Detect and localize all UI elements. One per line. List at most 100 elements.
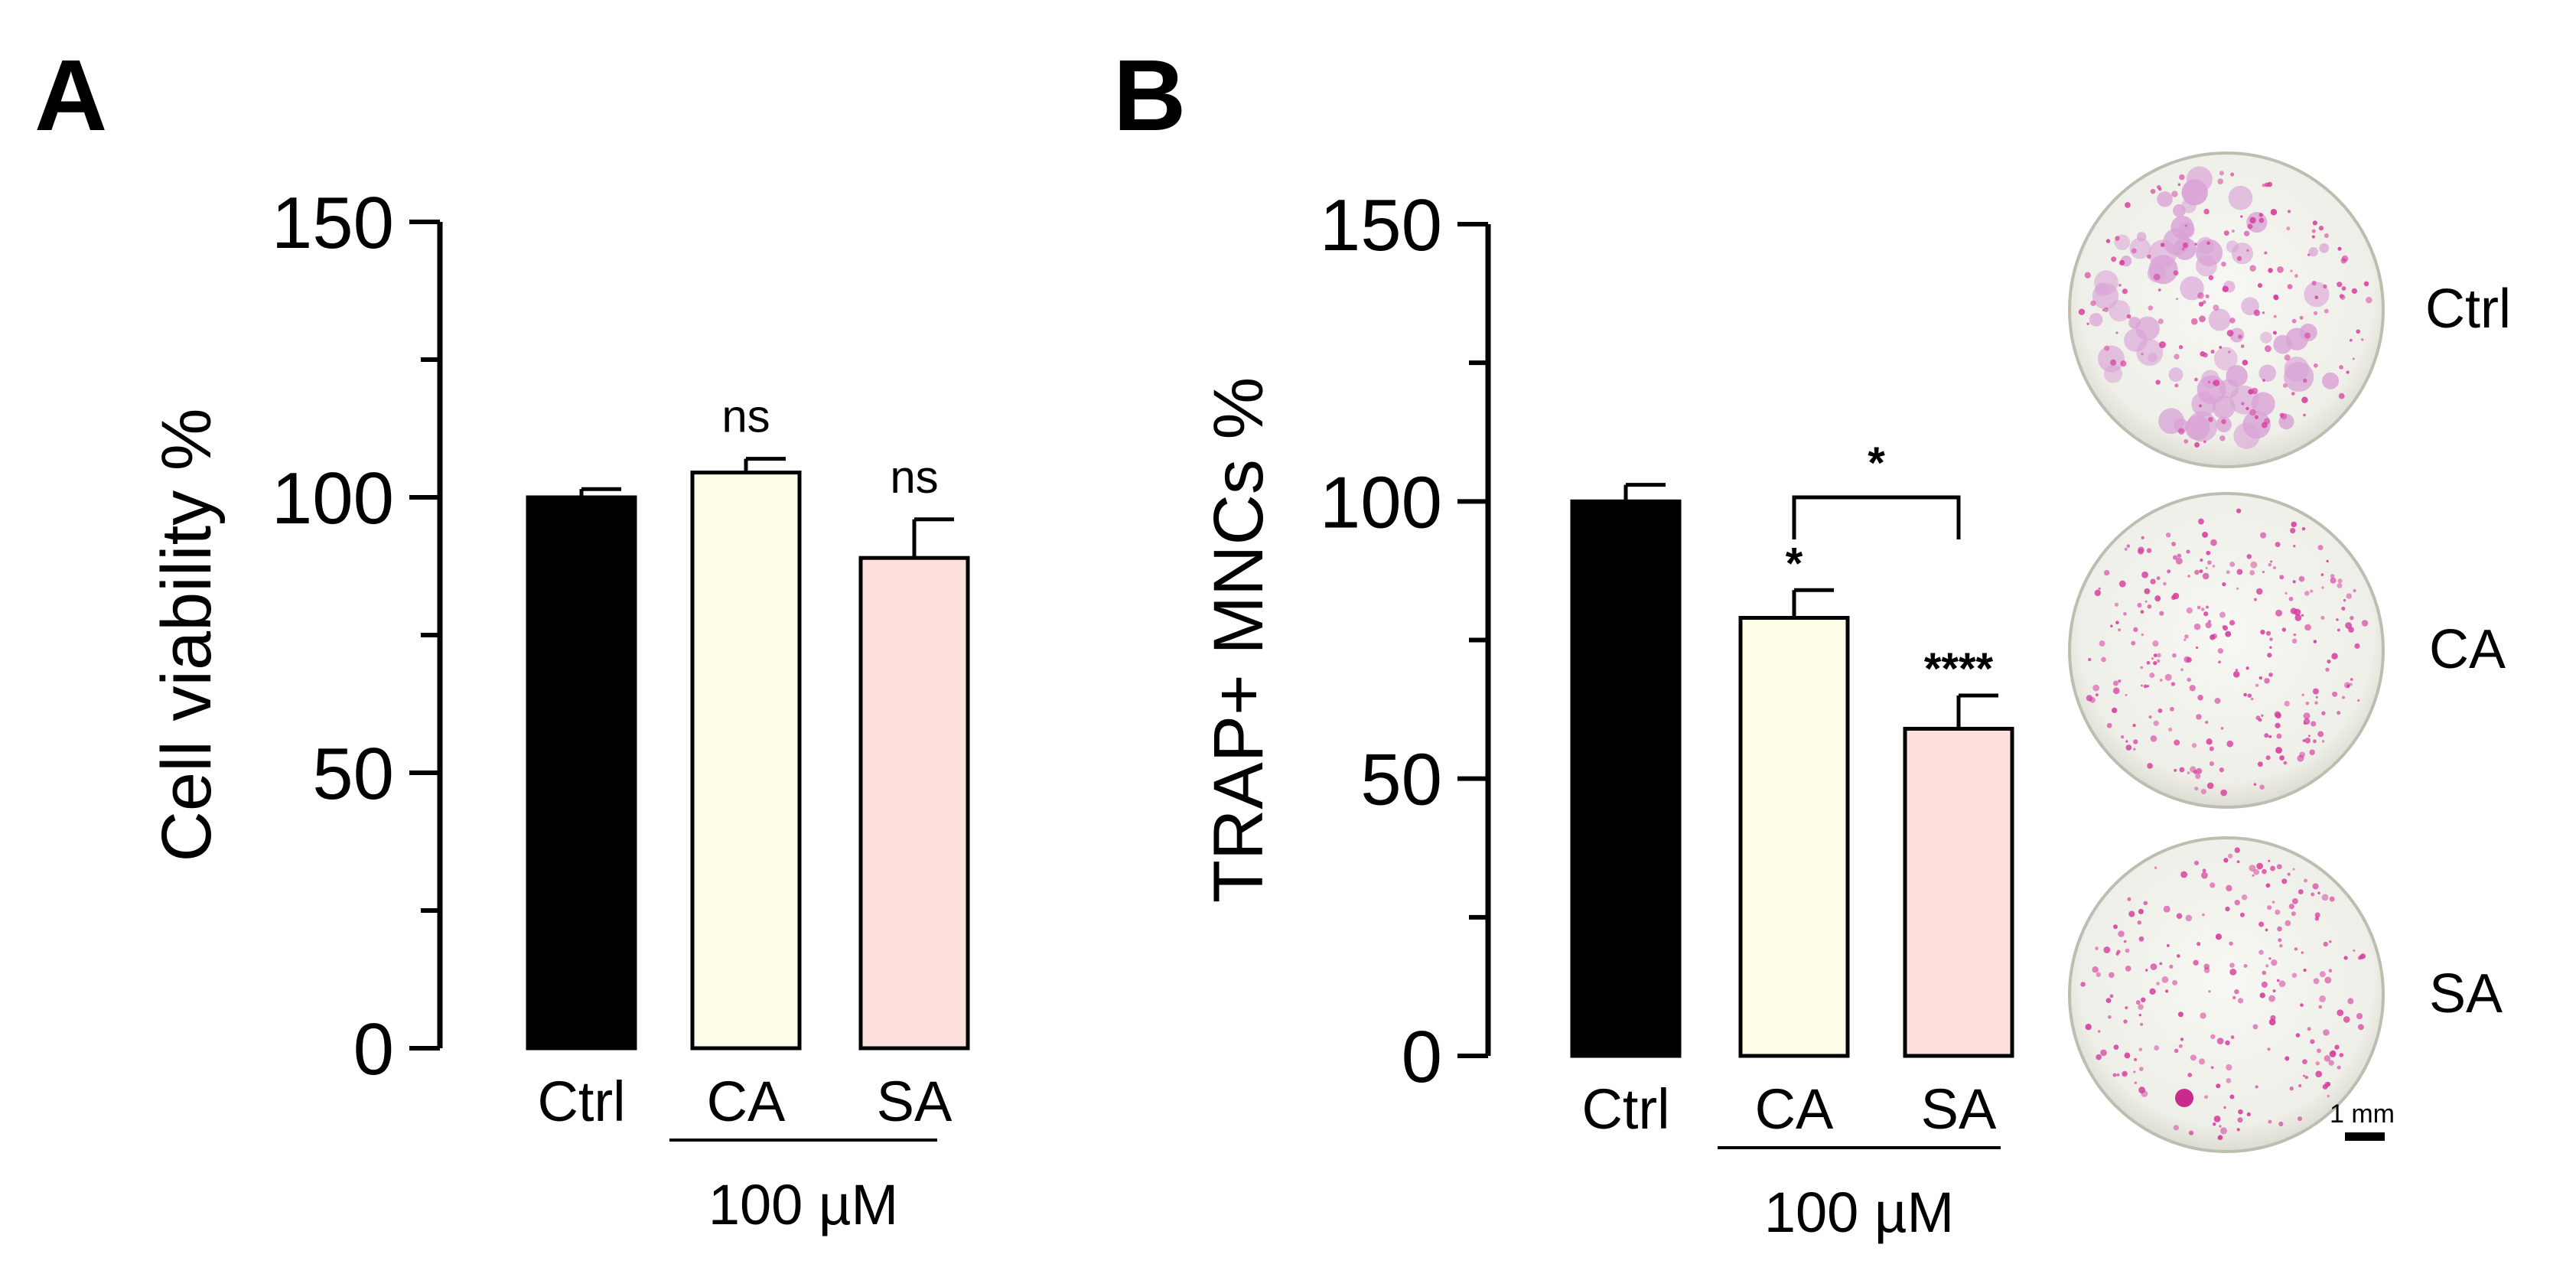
panel-a-y-tick-label: 0 — [353, 1008, 394, 1090]
stain-speck — [2098, 587, 2101, 590]
stain-speck — [2250, 561, 2258, 568]
stain-speck — [2319, 971, 2326, 978]
stain-speck — [2316, 1048, 2321, 1054]
stain-speck — [2118, 580, 2126, 588]
stain-speck — [2230, 172, 2235, 177]
stain-speck — [2300, 1003, 2304, 1007]
stain-speck — [2095, 946, 2099, 950]
stain-speck — [2206, 605, 2209, 609]
stain-speck — [2140, 684, 2143, 687]
stain-speck — [2262, 868, 2267, 875]
stain-speck — [2241, 894, 2248, 901]
stain-speck — [2180, 668, 2184, 672]
stain-speck — [2223, 230, 2229, 236]
stain-speck — [2312, 220, 2317, 226]
stain-speck — [2304, 1075, 2308, 1080]
stain-speck — [2243, 230, 2250, 236]
stain-speck — [2226, 1078, 2232, 1083]
stain-speck — [2265, 928, 2268, 932]
stain-speck — [2356, 1012, 2363, 1020]
stain-speck — [2346, 370, 2350, 374]
stain-speck — [2349, 338, 2353, 342]
stain-speck — [2114, 602, 2119, 607]
stain-speck — [2158, 318, 2164, 324]
stain-speck — [2173, 1125, 2180, 1131]
stain-speck — [2337, 282, 2343, 288]
stain-speck — [2219, 611, 2226, 618]
stain-blob — [2226, 240, 2239, 253]
stain-speck — [2112, 1073, 2117, 1077]
stain-speck — [2131, 248, 2137, 254]
stain-speck — [2310, 1039, 2315, 1044]
stain-speck — [2299, 315, 2304, 320]
stain-speck — [2125, 202, 2131, 208]
stain-speck — [2343, 1016, 2350, 1023]
stain-speck — [2095, 693, 2099, 696]
panel-a-x-tick-label: Ctrl — [537, 1070, 625, 1133]
stain-speck — [2249, 409, 2256, 416]
stain-speck — [2337, 1009, 2344, 1016]
stain-speck — [2321, 586, 2324, 589]
stain-speck — [2304, 591, 2310, 596]
stain-speck — [2169, 964, 2174, 969]
stain-speck — [2239, 912, 2245, 917]
stain-speck — [2138, 548, 2144, 555]
stain-speck — [2265, 964, 2269, 968]
stain-blob — [2103, 364, 2122, 383]
stain-speck — [2206, 782, 2214, 790]
stain-speck — [2341, 255, 2349, 262]
stain-speck — [2208, 990, 2211, 993]
stain-speck — [2101, 656, 2106, 663]
stain-speck — [2149, 673, 2155, 679]
stain-speck — [2314, 363, 2318, 368]
stain-speck — [2210, 634, 2216, 640]
stain-speck — [2262, 970, 2267, 976]
stain-speck — [2243, 963, 2248, 968]
stain-speck — [2163, 905, 2171, 913]
stain-speck — [2118, 628, 2122, 632]
stain-speck — [2080, 982, 2086, 987]
stain-speck — [2281, 878, 2288, 884]
stain-speck — [2258, 217, 2265, 223]
stain-speck — [2123, 1019, 2128, 1024]
panel-b-group-label: 100 µM — [1764, 1181, 1954, 1244]
stain-speck — [2205, 566, 2208, 569]
stain-speck — [2262, 379, 2265, 382]
stain-speck — [2290, 269, 2293, 272]
stain-speck — [2303, 968, 2307, 972]
scale-bar-label: 1 mm — [2330, 1099, 2395, 1129]
stain-speck — [2275, 909, 2281, 915]
panel-a-y-tick-label: 50 — [312, 733, 394, 815]
stain-speck — [2229, 1094, 2235, 1099]
stain-speck — [2200, 1012, 2206, 1019]
stain-speck — [2229, 941, 2233, 946]
stain-speck — [2133, 1070, 2136, 1073]
stain-speck — [2147, 604, 2152, 609]
panel-b-y-tick-label: 150 — [1320, 184, 1442, 266]
stain-speck — [2213, 1115, 2221, 1122]
panel-b-x-tick-label: SA — [1921, 1077, 1997, 1141]
stain-speck — [2229, 318, 2236, 324]
stain-speck — [2329, 896, 2335, 902]
stain-speck — [2268, 859, 2271, 862]
stain-speck — [2178, 344, 2184, 350]
stain-speck — [2285, 1056, 2290, 1061]
stain-speck — [2314, 912, 2320, 918]
stain-speck — [2264, 251, 2268, 255]
stain-speck — [2278, 1121, 2284, 1127]
stain-speck — [2090, 300, 2096, 307]
stain-speck — [2138, 908, 2144, 914]
stain-speck — [2153, 653, 2158, 658]
stain-speck — [2223, 858, 2229, 863]
stain-speck — [2128, 911, 2135, 917]
stain-speck — [2187, 677, 2191, 682]
stain-speck — [2253, 598, 2258, 601]
stain-speck — [2318, 1005, 2323, 1009]
panel-a-y-axis-title: Cell viability % — [148, 408, 226, 862]
stain-speck — [2138, 1004, 2144, 1010]
stain-speck — [2219, 767, 2224, 773]
stain-speck — [2232, 995, 2236, 1000]
stain-speck — [2247, 223, 2253, 230]
stain-speck — [2312, 739, 2317, 744]
stain-speck — [2310, 589, 2314, 593]
